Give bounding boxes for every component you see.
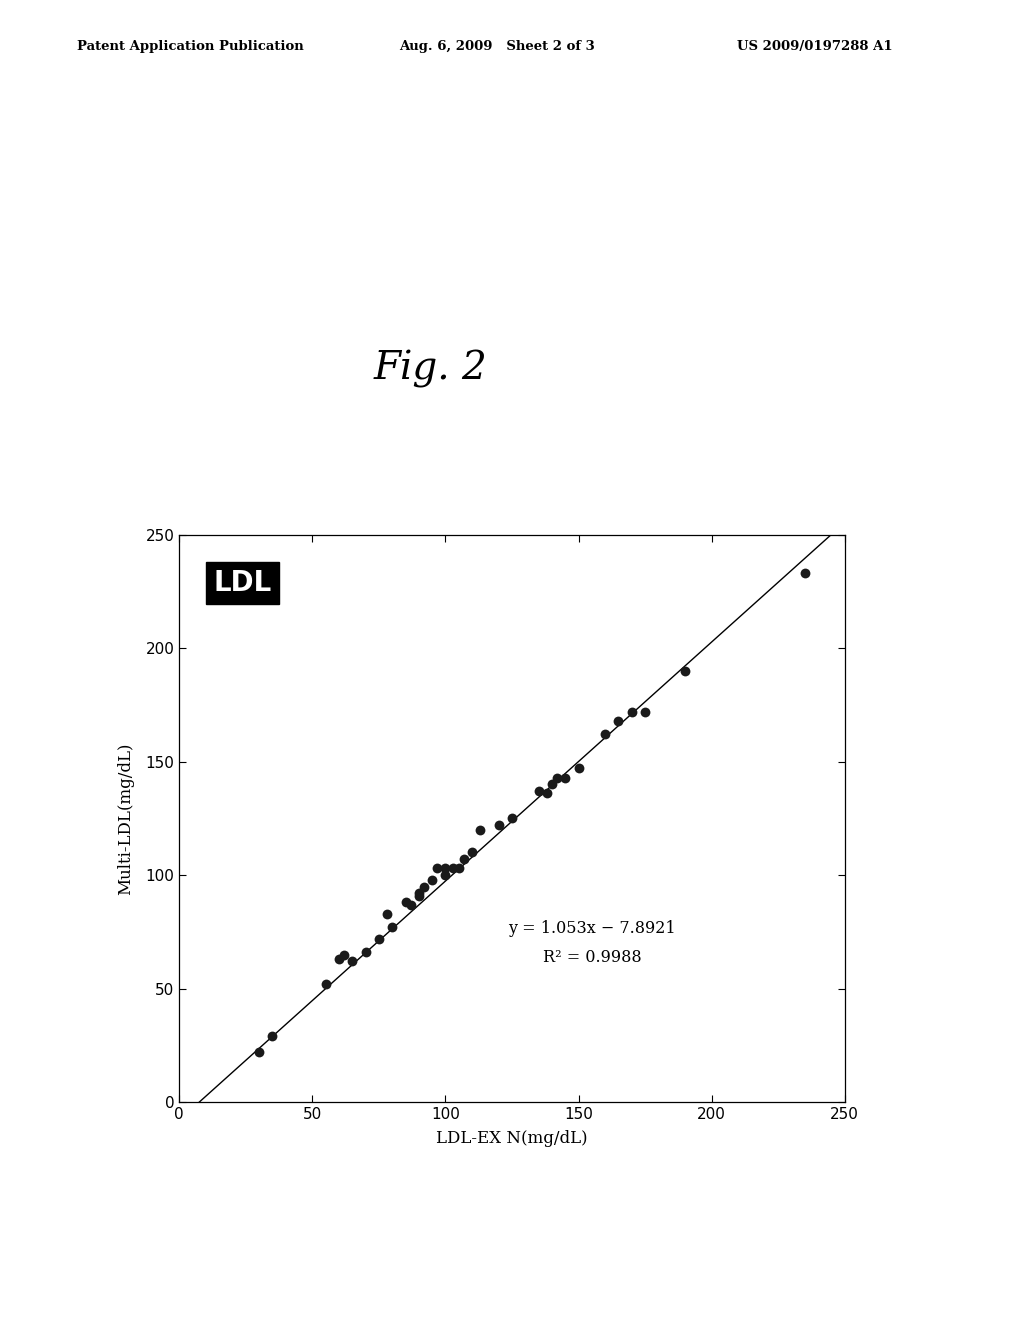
Point	[437, 858, 454, 879]
Text: Aug. 6, 2009   Sheet 2 of 3: Aug. 6, 2009 Sheet 2 of 3	[399, 40, 595, 53]
Point	[490, 814, 507, 836]
Point	[424, 869, 440, 890]
Point	[624, 701, 640, 722]
Point	[411, 884, 427, 906]
Point	[610, 710, 627, 731]
Point	[445, 858, 462, 879]
Point	[344, 950, 360, 972]
Point	[549, 767, 565, 788]
Point	[264, 1026, 281, 1047]
Point	[411, 883, 427, 904]
Point	[530, 780, 547, 801]
Point	[544, 774, 560, 795]
Point	[570, 758, 587, 779]
Point	[384, 917, 400, 939]
Point	[456, 849, 472, 870]
Point	[402, 894, 419, 915]
X-axis label: LDL-EX N(mg/dL): LDL-EX N(mg/dL)	[436, 1130, 588, 1147]
Point	[539, 783, 555, 804]
Point	[251, 1041, 267, 1063]
Text: y = 1.053x − 7.8921
R² = 0.9988: y = 1.053x − 7.8921 R² = 0.9988	[508, 920, 676, 966]
Point	[597, 723, 613, 744]
Point	[317, 974, 334, 995]
Point	[397, 892, 414, 913]
Point	[379, 903, 395, 924]
Text: US 2009/0197288 A1: US 2009/0197288 A1	[737, 40, 893, 53]
Point	[504, 808, 520, 829]
Text: LDL: LDL	[213, 569, 271, 597]
Y-axis label: Multi-LDL(mg/dL): Multi-LDL(mg/dL)	[118, 742, 134, 895]
Point	[429, 858, 445, 879]
Point	[464, 842, 480, 863]
Point	[472, 820, 488, 841]
Point	[437, 865, 454, 886]
Point	[557, 767, 573, 788]
Point	[357, 941, 374, 962]
Text: Fig. 2: Fig. 2	[373, 350, 487, 388]
Point	[331, 949, 347, 970]
Point	[336, 944, 352, 965]
Point	[451, 858, 467, 879]
Point	[371, 928, 387, 949]
Point	[637, 701, 653, 722]
Text: Patent Application Publication: Patent Application Publication	[77, 40, 303, 53]
Point	[677, 660, 693, 681]
Point	[797, 562, 813, 583]
Point	[416, 876, 432, 898]
